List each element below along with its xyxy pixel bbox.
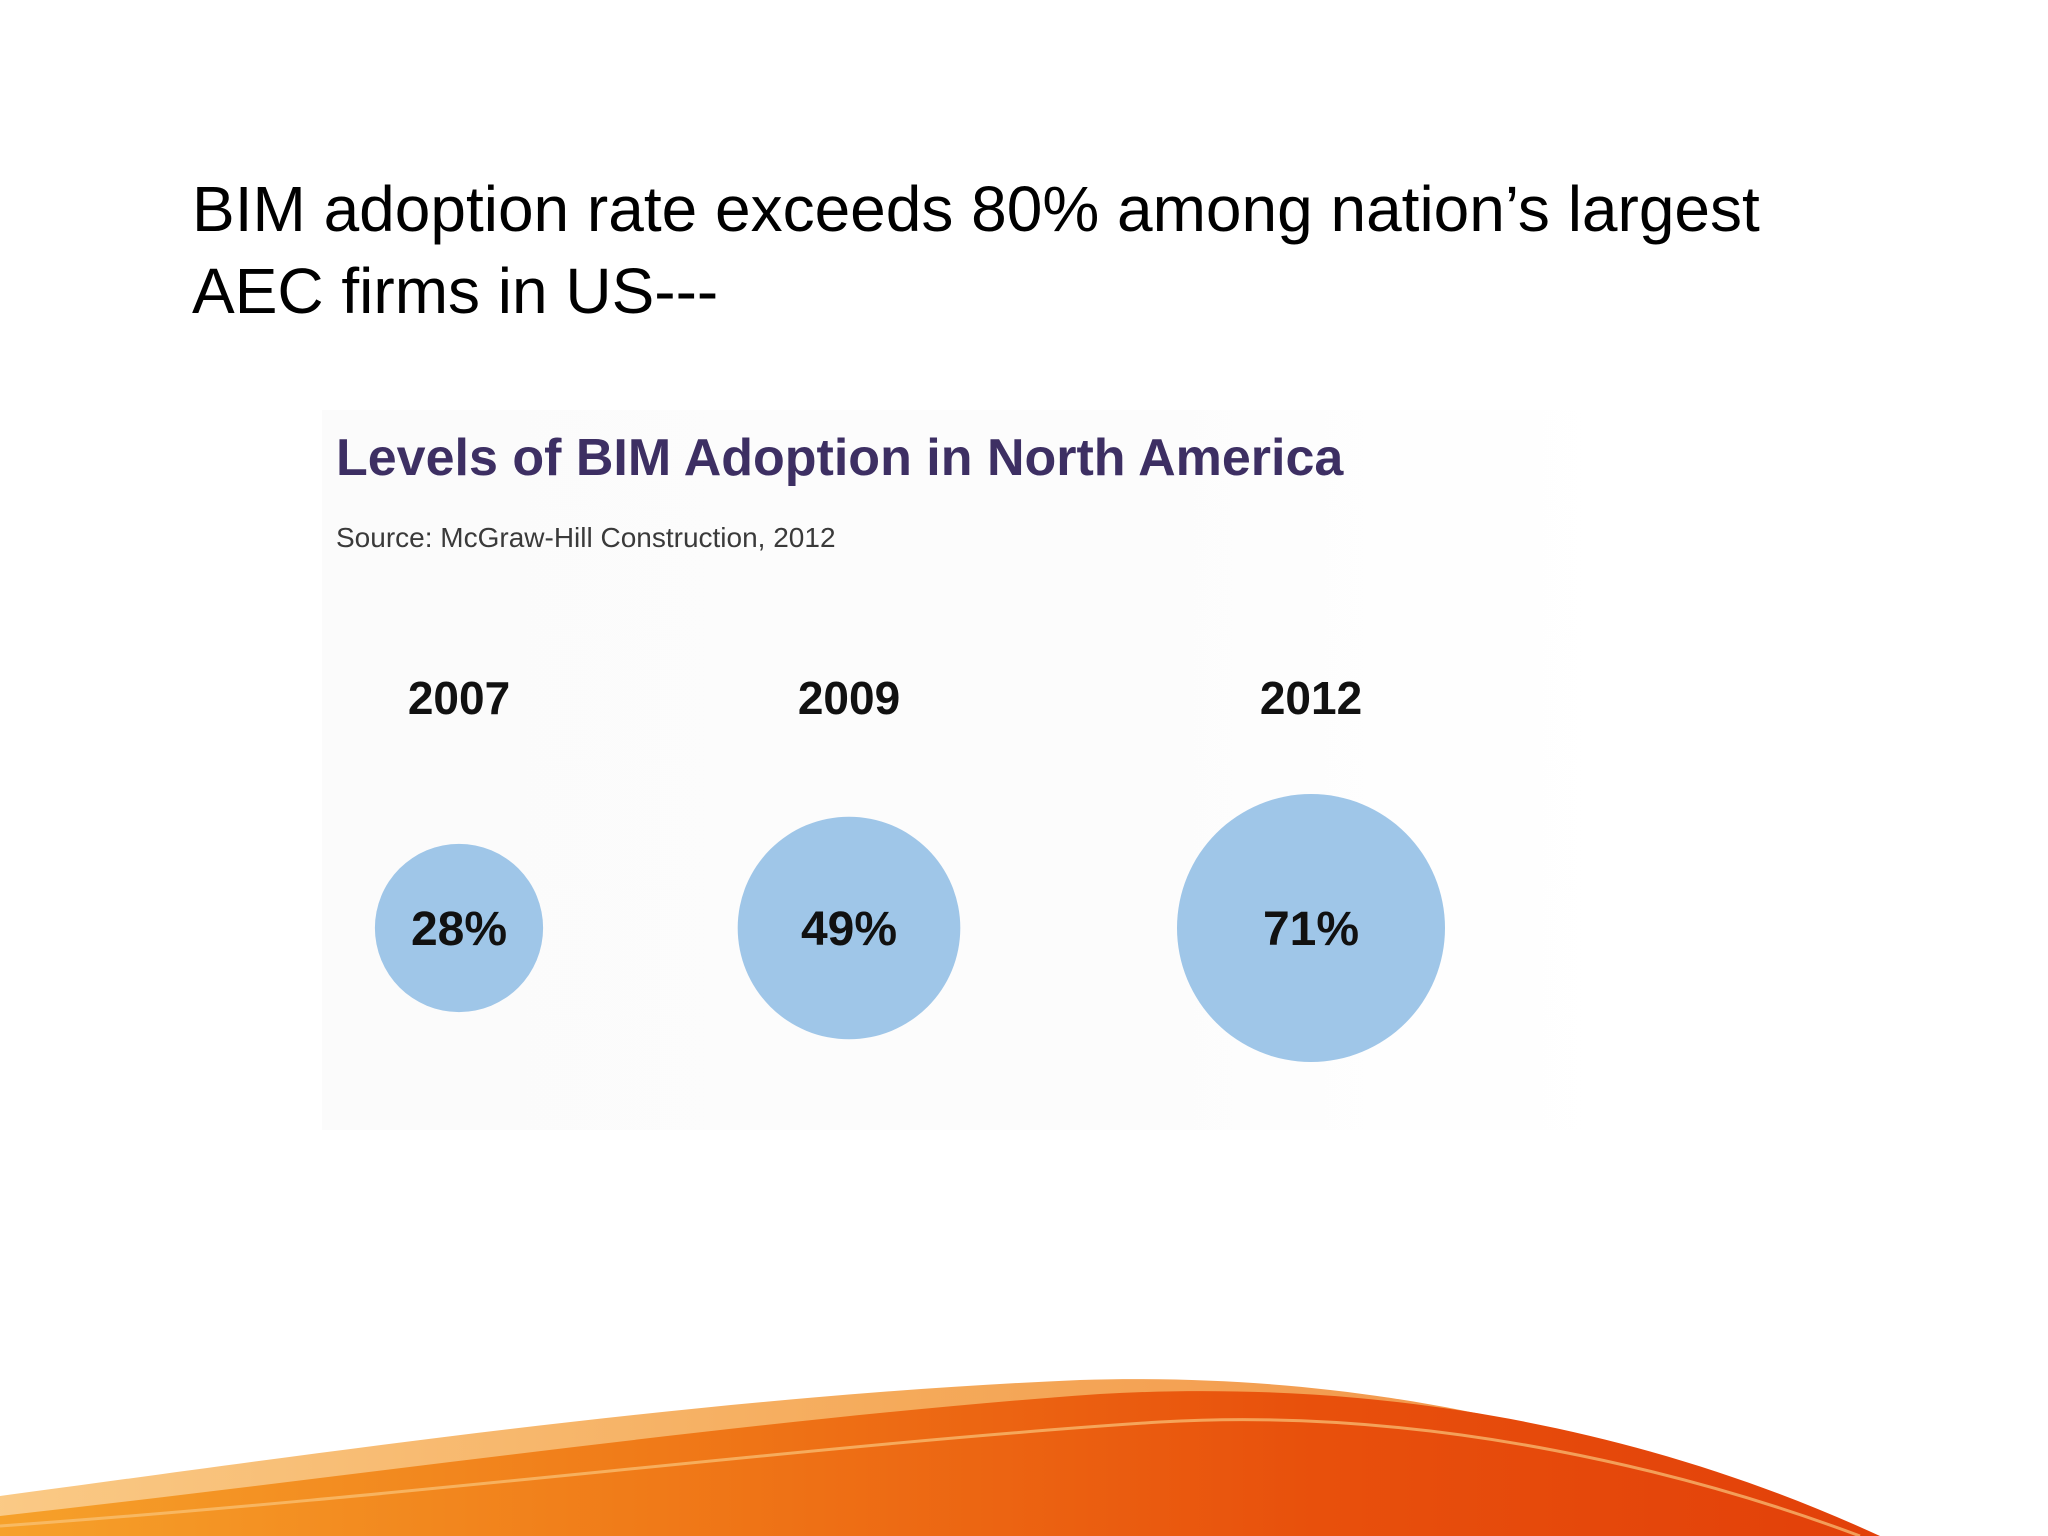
bubble-group-2009: 2009 49% bbox=[737, 672, 961, 1040]
slide-title-line-1: BIM adoption rate exceeds 80% among nati… bbox=[192, 173, 1760, 245]
value-label-2007: 28% bbox=[411, 903, 507, 956]
year-label-2012: 2012 bbox=[1260, 672, 1362, 724]
chart-source: Source: McGraw-Hill Construction, 2012 bbox=[336, 522, 836, 553]
bubble-2009 bbox=[737, 816, 961, 1040]
bubbles-layer: 2007 28% 2009 49% 2012 71% bbox=[374, 672, 1445, 1062]
slide-title: BIM adoption rate exceeds 80% among nati… bbox=[192, 168, 1932, 332]
year-label-2009: 2009 bbox=[798, 672, 900, 724]
orange-wave-decoration bbox=[0, 1379, 1880, 1536]
value-label-2012: 71% bbox=[1263, 903, 1359, 956]
chart-title: Levels of BIM Adoption in North America bbox=[336, 429, 1344, 487]
slide-title-line-2: AEC firms in US--- bbox=[192, 255, 719, 327]
year-label-2007: 2007 bbox=[408, 672, 510, 724]
bubble-group-2012: 2012 71% bbox=[1177, 672, 1445, 1062]
value-label-2009: 49% bbox=[801, 903, 897, 956]
bubble-2012 bbox=[1177, 794, 1445, 1062]
bubble-group-2007: 2007 28% bbox=[374, 672, 544, 1013]
bubble-2007 bbox=[374, 843, 544, 1013]
